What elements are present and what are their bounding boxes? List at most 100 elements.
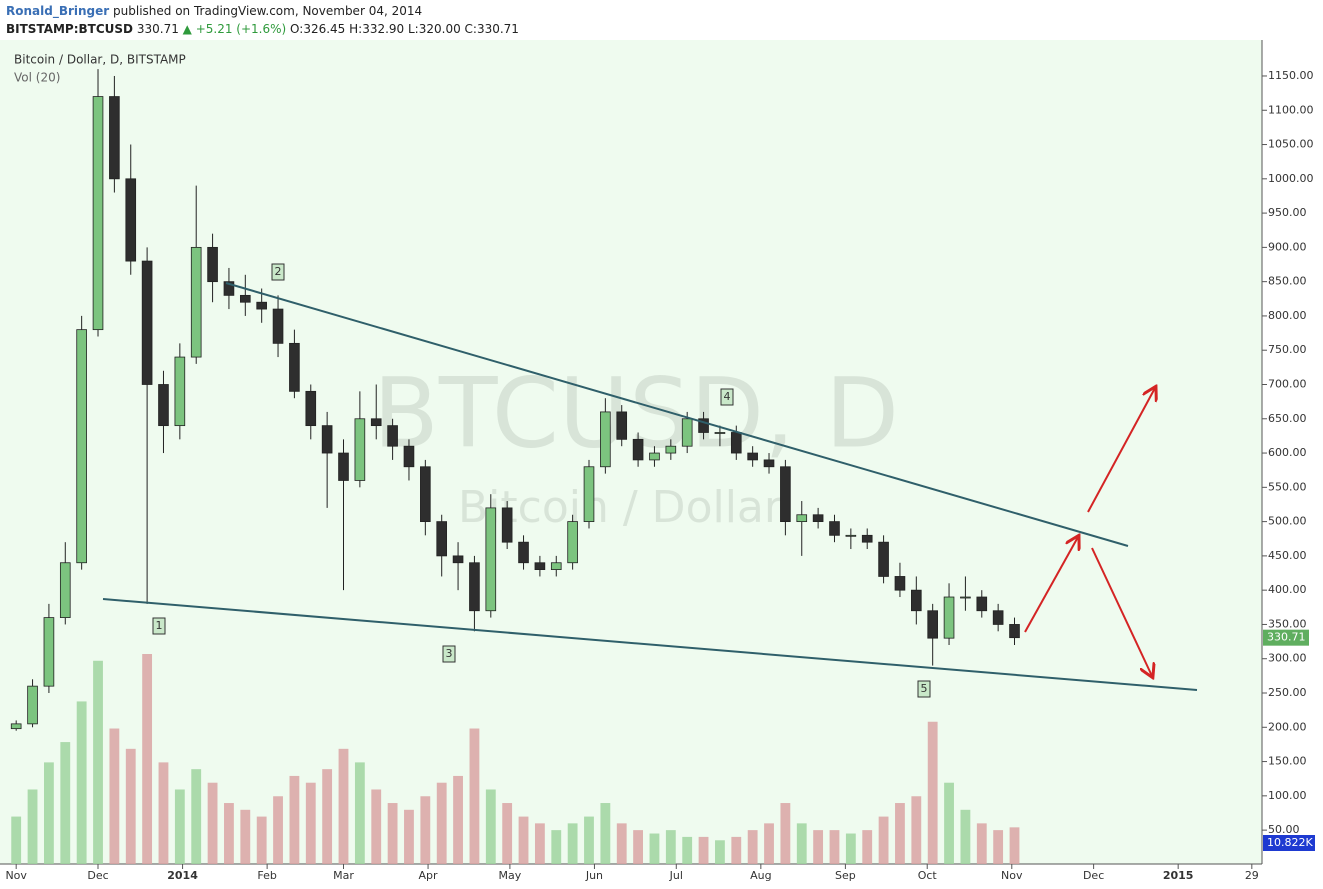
volume-bar xyxy=(125,748,136,864)
candle-body xyxy=(714,432,726,434)
candle-body xyxy=(125,178,137,262)
candle-body xyxy=(927,610,938,639)
y-tick-label: 1100.00 xyxy=(1268,103,1314,116)
x-tick-label: Apr xyxy=(419,869,439,882)
volume-bar xyxy=(354,762,365,864)
volume-bar xyxy=(27,789,38,864)
volume-bar xyxy=(174,789,185,864)
y-tick-label: 50.00 xyxy=(1268,823,1300,836)
candle-body xyxy=(763,459,775,468)
volume-bar xyxy=(142,654,153,864)
y-tick-label: 700.00 xyxy=(1268,377,1307,390)
volume-bar xyxy=(322,769,333,864)
candle-body xyxy=(27,685,38,725)
publish-line: Ronald_Bringer published on TradingView.… xyxy=(6,2,519,20)
candle-body xyxy=(1009,624,1020,639)
y-tick-label: 1000.00 xyxy=(1268,172,1314,185)
volume-bar xyxy=(911,796,922,864)
symbol: BITSTAMP:BTCUSD xyxy=(6,22,134,36)
chart: BTCUSD, D Bitcoin / Dollar Bitcoin / Dol… xyxy=(0,40,1323,889)
candle-body xyxy=(812,514,824,523)
x-tick-label: Feb xyxy=(257,869,276,882)
y-tick-label: 200.00 xyxy=(1268,720,1307,733)
volume-bar xyxy=(534,823,545,864)
volume-bar xyxy=(731,836,742,864)
volume-bar xyxy=(436,782,447,864)
candle-body xyxy=(174,356,186,427)
candle-body xyxy=(796,514,808,523)
volume-bar xyxy=(944,782,954,864)
volume-bar xyxy=(371,789,382,864)
candle-body xyxy=(76,329,87,564)
annotation-label: 4 xyxy=(724,390,731,403)
y-axis-panel xyxy=(1262,40,1323,889)
y-tick-label: 350.00 xyxy=(1268,617,1307,630)
candle-body xyxy=(583,466,595,523)
candle-body xyxy=(321,425,333,454)
candle-body xyxy=(272,308,284,344)
volume-bar xyxy=(191,769,202,864)
y-tick-label: 250.00 xyxy=(1268,686,1307,699)
volume-bar xyxy=(813,830,824,864)
author[interactable]: Ronald_Bringer xyxy=(6,4,110,18)
candle-body xyxy=(109,96,120,180)
arrow xyxy=(1087,388,1155,513)
volume-bar xyxy=(993,830,1004,864)
volume-bar xyxy=(305,782,316,864)
y-tick-label: 650.00 xyxy=(1268,412,1307,425)
lower-trendline xyxy=(102,598,1198,691)
volume-bar xyxy=(485,789,496,864)
volume-bar xyxy=(93,660,103,864)
candle-body xyxy=(534,562,546,570)
volume-bar xyxy=(240,809,251,864)
candle-body xyxy=(649,452,660,461)
annotation-box xyxy=(442,645,456,663)
volume-bar xyxy=(224,803,234,864)
volume-bar xyxy=(682,836,693,864)
trend-lines xyxy=(102,282,1198,691)
arrows xyxy=(1024,388,1155,676)
volume-bar xyxy=(60,742,71,864)
candle-body xyxy=(420,466,431,523)
candle-body xyxy=(501,507,513,543)
y-tick-label: 800.00 xyxy=(1268,309,1307,322)
volume-bar xyxy=(207,782,218,864)
x-tick-label: Aug xyxy=(750,869,771,882)
candle-body xyxy=(370,418,382,427)
volume-bar xyxy=(11,816,22,864)
x-tick-label: 2015 xyxy=(1163,869,1194,882)
annotation-label: 3 xyxy=(446,647,453,660)
arrow xyxy=(1024,537,1078,633)
volume-bar xyxy=(404,809,414,864)
volume-bar xyxy=(633,830,644,864)
volume-bar xyxy=(600,803,611,864)
axes: 50.00 100.00 150.00 200.00 250.00 300.00 350.0… xyxy=(5,69,1315,882)
volume-bar xyxy=(289,775,300,864)
y-tick-label: 750.00 xyxy=(1268,343,1307,356)
y-tick-label: 500.00 xyxy=(1268,515,1307,528)
upper-trendline xyxy=(225,282,1129,547)
candle-body xyxy=(665,445,677,454)
quote-line: BITSTAMP:BTCUSD 330.71 ▲ +5.21 (+1.6%) O… xyxy=(6,20,519,38)
candle-body xyxy=(518,541,529,564)
y-tick-label: 1150.00 xyxy=(1268,69,1314,82)
volume-title: Vol (20) xyxy=(14,71,60,85)
y-tick-label: 850.00 xyxy=(1268,275,1307,288)
candle-body xyxy=(207,246,218,283)
x-tick-label: Nov xyxy=(1001,869,1023,882)
volume-bar xyxy=(158,762,169,864)
candle-body xyxy=(567,521,578,564)
header: Ronald_Bringer published on TradingView.… xyxy=(6,2,519,38)
x-tick-label: Oct xyxy=(918,869,938,882)
candle-body xyxy=(239,294,251,303)
candle-body xyxy=(289,342,300,392)
candle-body xyxy=(59,562,71,618)
volume-bar xyxy=(665,830,676,864)
candle-body xyxy=(943,596,955,639)
candle-body xyxy=(861,534,873,543)
volume-bar xyxy=(878,816,889,864)
volume-bar xyxy=(567,823,578,864)
marks xyxy=(10,69,1020,864)
y-tick-label: 550.00 xyxy=(1268,480,1307,493)
